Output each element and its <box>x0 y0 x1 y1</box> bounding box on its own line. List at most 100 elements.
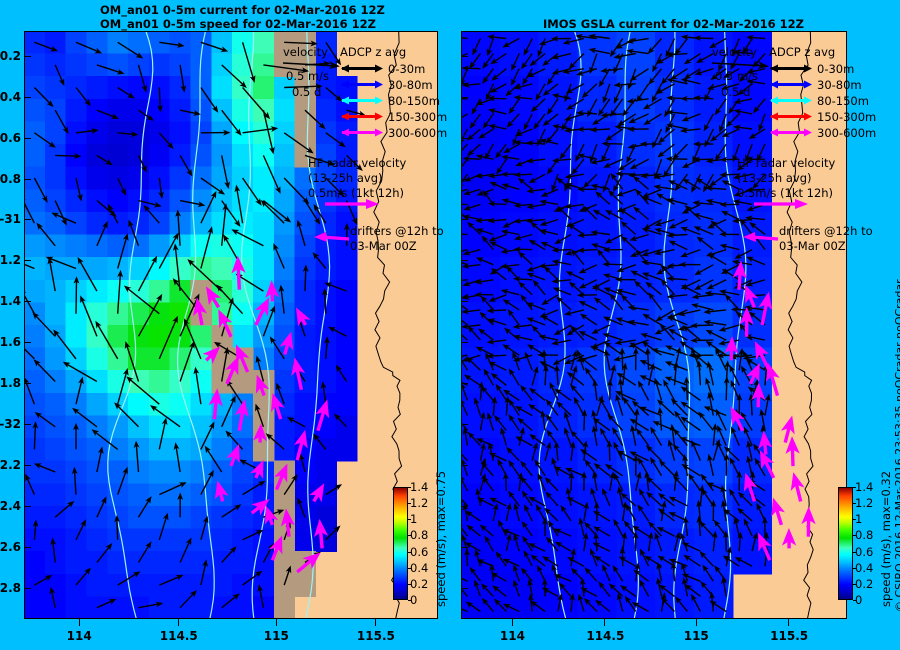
colorbar-tick-label: 1 <box>855 512 863 527</box>
colorbar-tick-label: 0.6 <box>410 544 429 559</box>
y-axis-tick <box>461 424 468 426</box>
y-axis-tick <box>461 137 468 139</box>
colorbar-tick <box>408 519 411 521</box>
x-axis-tick <box>79 619 81 626</box>
y-axis-tick <box>461 465 468 467</box>
drifters-line1: drifters @12h to <box>779 224 873 238</box>
y-axis-tick <box>24 424 31 426</box>
hf-radar-scale-arrow-icon <box>754 199 808 209</box>
adcp-legend-title: ADCP z avg <box>340 45 407 59</box>
adcp-arrow-4 <box>769 124 813 143</box>
hf-radar-line2: (13-25h avg) <box>737 171 812 185</box>
y-axis-label: -30.4 <box>0 89 21 104</box>
drifters-line2: 03-Mar 00Z <box>350 239 417 253</box>
y-axis-label: -32 <box>0 417 21 432</box>
y-axis-tick <box>24 342 31 344</box>
x-axis-tick <box>696 619 698 626</box>
drifter-vectors <box>724 260 816 561</box>
colorbar-tick <box>408 487 411 488</box>
legend-arrow-icon <box>341 96 383 105</box>
adcp-legend-item-label: 300-600m <box>817 126 877 140</box>
velocity-days-label: 0.5 d <box>721 85 751 99</box>
x-axis-tick <box>604 619 606 626</box>
colorbar-tick <box>408 567 411 569</box>
y-axis-tick <box>24 96 31 98</box>
colorbar-tick-label: 0.2 <box>410 576 429 591</box>
adcp-arrow-3 <box>769 108 813 127</box>
adcp-arrow-2 <box>769 92 813 111</box>
y-axis-tick <box>461 96 468 98</box>
adcp-legend-item-label: 0-30m <box>817 62 855 76</box>
colorbar-tick-label: 0.8 <box>410 528 429 543</box>
colorbar-left <box>393 487 408 600</box>
velocity-scale-arrow <box>282 57 342 77</box>
legend-arrow-icon <box>770 80 812 89</box>
y-axis-tick <box>461 342 468 344</box>
colorbar-tick-label: 0.4 <box>855 560 874 575</box>
adcp-arrow-0 <box>769 60 813 79</box>
colorbar-tick-label: 0.6 <box>855 544 874 559</box>
hf-radar-line1: HF radar velocity <box>308 156 407 170</box>
velocity-scale-label: 0.5 m/s <box>286 69 330 83</box>
hf-radar-line3: 0.5m/s (1kt 12h) <box>737 186 834 200</box>
y-axis-tick <box>461 55 468 57</box>
colorbar-tick-label: 1.2 <box>855 496 874 511</box>
colorbar-tick-label: 0 <box>855 593 863 607</box>
colorbar-tick <box>853 583 856 585</box>
adcp-arrow-1 <box>340 76 384 95</box>
velocity-scale-arrow-icon <box>282 61 340 69</box>
x-axis-tick <box>177 619 179 626</box>
y-axis-tick <box>24 506 31 508</box>
adcp-legend-title: ADCP z avg <box>769 45 836 59</box>
colorbar-right <box>838 487 853 600</box>
right-panel-graphics <box>461 31 847 619</box>
left-panel-title-speed: OM_an01 0-5m speed for 02-Mar-2016 12Z <box>100 17 376 31</box>
y-axis-label: -32.6 <box>0 540 21 555</box>
velocity-vectors <box>24 40 367 609</box>
legend-arrow-icon <box>770 96 812 105</box>
land-polygon <box>373 31 438 619</box>
x-axis-label: 114 <box>499 629 525 643</box>
x-axis-label: 114.5 <box>586 629 625 643</box>
x-axis-tick <box>512 619 514 626</box>
x-axis-label: 115.5 <box>770 629 809 643</box>
adcp-arrow-2 <box>340 92 384 111</box>
y-axis-label: -31.6 <box>0 335 21 350</box>
colorbar-tick-label: 1.2 <box>410 496 429 511</box>
left-map-panel[interactable] <box>24 31 438 619</box>
colorbar-tick-label: 1 <box>410 512 418 527</box>
colorbar-tick <box>853 519 856 521</box>
legend-arrow-icon <box>341 128 383 137</box>
hf-radar-line1: HF radar velocity <box>737 156 836 170</box>
x-axis-label: 114.5 <box>159 629 198 643</box>
hf-radar-scale-arrow-icon <box>325 199 379 209</box>
y-axis-label: -31.2 <box>0 253 21 268</box>
drifter-scale-arrow <box>314 231 350 250</box>
y-axis-tick <box>461 301 468 303</box>
y-axis-tick <box>24 137 31 139</box>
adcp-legend-item-label: 300-600m <box>388 126 448 140</box>
legend-arrow-icon <box>770 128 812 137</box>
x-axis-tick <box>276 619 278 626</box>
colorbar-axis-label-left: speed (m/s), max=0.75 <box>434 470 448 607</box>
adcp-arrow-0 <box>340 60 384 79</box>
colorbar-tick <box>853 600 856 601</box>
colorbar-tick <box>853 551 856 553</box>
x-axis-label: 115 <box>263 629 289 643</box>
y-axis-tick <box>24 588 31 590</box>
y-axis-tick <box>461 260 468 262</box>
adcp-legend-item-label: 0-30m <box>388 62 426 76</box>
left-panel-title-current: OM_an01 0-5m current for 02-Mar-2016 12Z <box>100 3 385 17</box>
colorbar-tick-label: 0 <box>410 593 418 607</box>
drifter-scale-arrow-icon <box>743 232 779 242</box>
colorbar-tick-label: 1.4 <box>410 480 429 494</box>
right-map-panel[interactable] <box>461 31 847 619</box>
velocity-legend-label: velocity <box>283 45 328 59</box>
y-axis-tick <box>461 383 468 385</box>
colorbar-tick <box>408 583 411 585</box>
left-panel-graphics <box>24 31 438 619</box>
legend-arrow-icon <box>341 112 383 121</box>
colorbar-tick <box>408 535 411 537</box>
legend-arrow-icon <box>770 112 812 121</box>
